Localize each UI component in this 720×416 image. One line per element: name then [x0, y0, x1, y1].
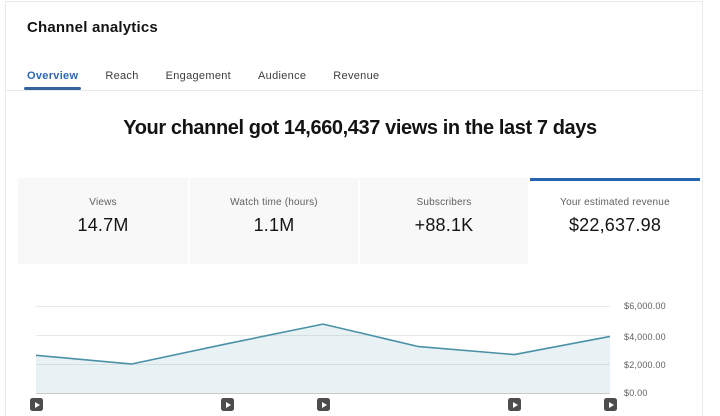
tab-engagement[interactable]: Engagement: [165, 70, 232, 82]
metric-card-revenue[interactable]: Your estimated revenue $22,637.98: [530, 178, 700, 264]
tab-audience[interactable]: Audience: [258, 70, 307, 82]
video-publish-marker[interactable]: [316, 398, 330, 411]
metric-value: 1.1M: [253, 215, 295, 235]
revenue-area-chart[interactable]: [36, 300, 610, 394]
metric-cards-row: Views 14.7M Watch time (hours) 1.1M Subs…: [18, 178, 700, 264]
metric-card-watch-time[interactable]: Watch time (hours) 1.1M: [190, 178, 360, 264]
metric-card-views[interactable]: Views 14.7M: [18, 178, 190, 264]
y-axis-tick: $2,000.00: [624, 360, 666, 370]
tab-revenue[interactable]: Revenue: [333, 70, 380, 82]
y-axis-tick: $0.00: [624, 388, 648, 398]
tab-reach[interactable]: Reach: [105, 70, 139, 82]
tab-bar: Overview Reach Engagement Audience Reven…: [23, 70, 406, 90]
metric-label: Subscribers: [416, 197, 472, 208]
play-icon: [34, 401, 40, 408]
play-icon: [608, 401, 614, 408]
y-axis-tick: $6,000.00: [624, 301, 666, 311]
video-publish-marker-row: [0, 398, 720, 411]
tab-overview[interactable]: Overview: [23, 70, 82, 90]
video-publish-marker[interactable]: [603, 398, 617, 411]
metric-card-subscribers[interactable]: Subscribers +88.1K: [360, 178, 530, 264]
metric-label: Views: [89, 197, 117, 208]
metric-value: $22,637.98: [568, 215, 662, 235]
metric-value: 14.7M: [77, 215, 129, 235]
metric-label: Your estimated revenue: [560, 197, 670, 208]
video-publish-marker[interactable]: [507, 398, 521, 411]
metric-label: Watch time (hours): [230, 197, 318, 208]
metric-value: +88.1K: [414, 215, 474, 235]
chart-canvas[interactable]: [36, 300, 610, 394]
page-title: Channel analytics: [27, 19, 158, 36]
play-icon: [512, 401, 518, 408]
play-icon: [225, 401, 231, 408]
video-publish-marker[interactable]: [29, 398, 43, 411]
video-publish-marker[interactable]: [220, 398, 234, 411]
play-icon: [321, 401, 327, 408]
summary-headline: Your channel got 14,660,437 views in the…: [123, 117, 597, 139]
tab-bar-divider: [6, 90, 703, 91]
y-axis-tick: $4,000.00: [624, 332, 666, 342]
